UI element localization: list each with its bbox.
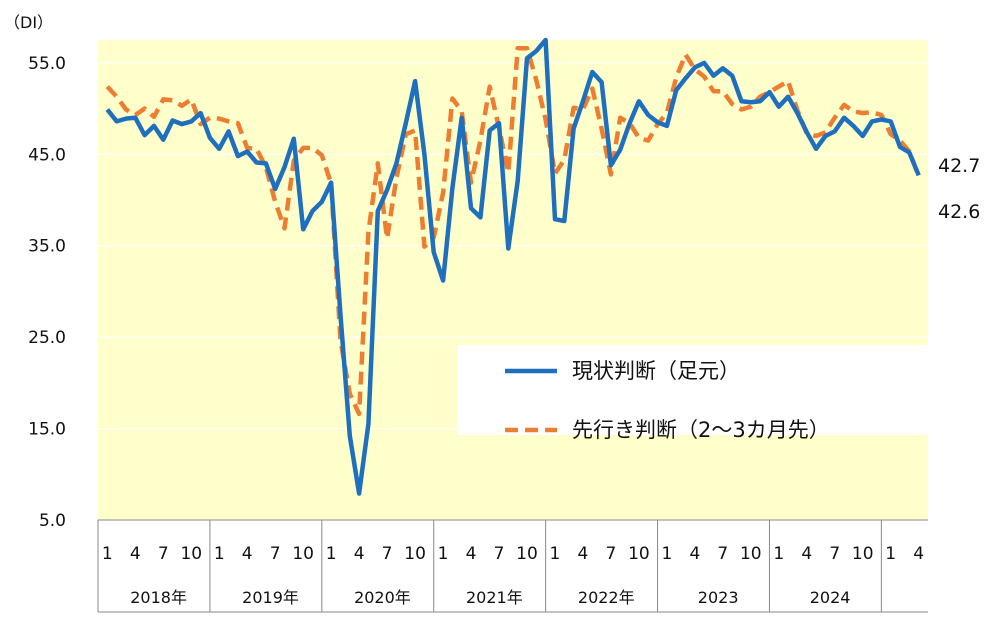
- x-tick-label: 1: [661, 544, 672, 564]
- end-value-labels: 42.7 42.6: [938, 155, 980, 223]
- legend-box: [458, 345, 928, 435]
- year-label: 2024: [810, 588, 851, 607]
- x-tick-label: 4: [689, 544, 700, 564]
- x-tick-label: 10: [404, 544, 426, 564]
- x-tick-label: 4: [913, 544, 924, 564]
- x-tick-label: 10: [628, 544, 650, 564]
- y-tick-label: 25.0: [28, 328, 66, 348]
- y-tick-label: 55.0: [28, 54, 66, 74]
- y-tick-label: 5.0: [39, 511, 66, 531]
- year-label: 2023: [698, 588, 739, 607]
- x-tick-label: 10: [516, 544, 538, 564]
- legend: 現状判断（足元） 先行き判断（2～3カ月先）: [458, 345, 928, 442]
- x-tick-label: 4: [578, 544, 589, 564]
- x-tick-label: 1: [214, 544, 225, 564]
- y-tick-label: 35.0: [28, 237, 66, 257]
- series-lines: [105, 37, 921, 496]
- end-label-current: 42.7: [938, 155, 980, 177]
- y-tick-label: 15.0: [28, 420, 66, 440]
- x-tick-label: 10: [180, 544, 202, 564]
- x-tick-label: 10: [292, 544, 314, 564]
- x-tick-label: 1: [102, 544, 113, 564]
- y-axis-tick-labels: 5.0 15.0 25.0 35.0 45.0 55.0: [28, 54, 66, 531]
- series-line-current: [105, 37, 921, 496]
- x-tick-label: 4: [242, 544, 253, 564]
- legend-label-outlook: 先行き判断（2～3カ月先）: [572, 418, 830, 442]
- x-tick-label: 1: [885, 544, 896, 564]
- x-tick-label: 10: [740, 544, 762, 564]
- plot-background: [98, 40, 928, 520]
- x-tick-label: 4: [354, 544, 365, 564]
- y-axis-unit-label: （DI）: [4, 13, 53, 32]
- x-tick-label: 4: [801, 544, 812, 564]
- x-tick-label: 1: [773, 544, 784, 564]
- x-tick-label: 7: [158, 544, 169, 564]
- legend-label-current: 現状判断（足元）: [572, 359, 740, 383]
- x-tick-label: 7: [494, 544, 505, 564]
- series-line-outlook: [105, 45, 921, 417]
- x-tick-label: 7: [270, 544, 281, 564]
- y-tick-label: 45.0: [28, 145, 66, 165]
- x-tick-label: 4: [130, 544, 141, 564]
- x-tick-label: 10: [852, 544, 874, 564]
- year-label: 2018年: [130, 588, 187, 607]
- x-tick-label: 4: [466, 544, 477, 564]
- x-tick-label: 1: [326, 544, 337, 564]
- x-tick-label: 7: [717, 544, 728, 564]
- x-tick-label: 7: [606, 544, 617, 564]
- year-label: 2019年: [242, 588, 299, 607]
- x-tick-label: 7: [829, 544, 840, 564]
- x-tick-label: 1: [550, 544, 561, 564]
- year-label: 2020年: [354, 588, 411, 607]
- year-label: 2021年: [466, 588, 523, 607]
- end-label-outlook: 42.6: [938, 201, 980, 223]
- year-label: 2022年: [578, 588, 635, 607]
- x-tick-label: 7: [382, 544, 393, 564]
- x-tick-label: 1: [438, 544, 449, 564]
